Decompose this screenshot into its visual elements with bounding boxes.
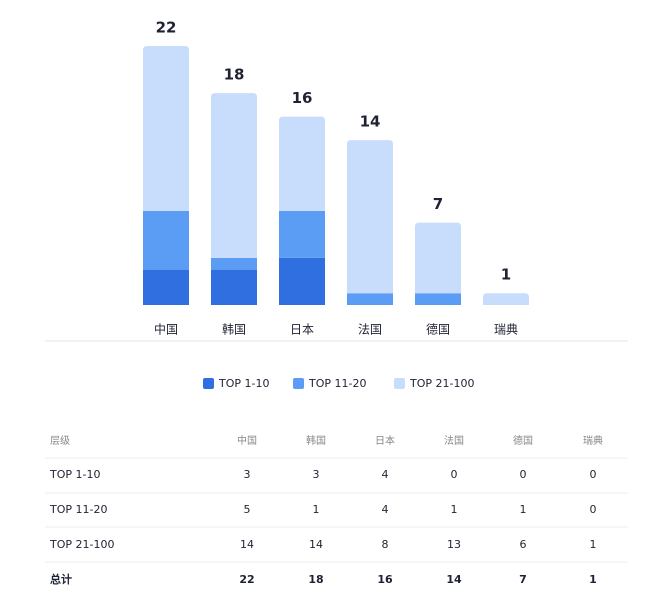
table-total-cell: 总计 — [50, 572, 72, 586]
table-cell: 8 — [382, 538, 389, 551]
bar-total-label: 18 — [224, 66, 245, 84]
table-cell: 0 — [451, 468, 458, 481]
table-total-cell: 1 — [589, 573, 597, 586]
x-tick-label: 法国 — [358, 323, 382, 337]
bar-segment — [279, 116, 325, 211]
table-cell: 3 — [313, 468, 320, 481]
bar-segment — [143, 210, 189, 270]
bar-segment — [211, 93, 257, 258]
bar-segment — [211, 257, 257, 270]
bar-total-label: 14 — [360, 113, 381, 131]
x-tick-label: 韩国 — [222, 322, 246, 337]
bar-segment — [347, 293, 393, 305]
table-cell: 4 — [382, 468, 389, 481]
legend-swatch — [293, 378, 304, 389]
bar-total-label: 22 — [156, 19, 177, 37]
table-cell: 5 — [244, 503, 251, 516]
legend-swatch — [394, 378, 405, 389]
table-cell: 0 — [590, 503, 597, 516]
bar-segment — [279, 210, 325, 258]
x-tick-label: 德国 — [426, 322, 450, 337]
table-total-cell: 7 — [519, 573, 527, 586]
bar-total-label: 7 — [433, 195, 443, 213]
table-cell: 1 — [590, 538, 597, 551]
table-cell: TOP 11-20 — [49, 503, 107, 516]
x-tick-label: 瑞典 — [494, 323, 518, 337]
table-cell: 1 — [313, 503, 320, 516]
bar-segment — [347, 140, 393, 294]
table-cell: 1 — [520, 503, 527, 516]
table-cell: TOP 1-10 — [49, 468, 100, 481]
table-cell: 0 — [520, 468, 527, 481]
bar-segment — [143, 46, 189, 211]
table-total-cell: 14 — [446, 573, 462, 586]
table-cell: 6 — [520, 538, 527, 551]
table-header: 瑞典 — [583, 434, 603, 447]
table-cell: TOP 21-100 — [49, 538, 114, 551]
legend-label: TOP 21-100 — [409, 377, 474, 390]
table-cell: 0 — [590, 468, 597, 481]
table-cell: 14 — [240, 538, 254, 551]
bar-segment — [483, 293, 529, 305]
table-header: 韩国 — [306, 434, 326, 447]
bar-segment — [415, 293, 461, 305]
legend-swatch — [203, 378, 214, 389]
table-header: 德国 — [513, 434, 533, 447]
table-cell: 1 — [451, 503, 458, 516]
bar-segment — [279, 257, 325, 305]
x-tick-label: 中国 — [154, 322, 178, 337]
table-cell: 13 — [447, 538, 461, 551]
bar-segment — [211, 269, 257, 305]
bar-total-label: 1 — [501, 266, 511, 284]
legend-label: TOP 1-10 — [218, 377, 269, 390]
table-cell: 4 — [382, 503, 389, 516]
bar-segment — [143, 269, 189, 305]
table-cell: 3 — [244, 468, 251, 481]
x-tick-label: 日本 — [290, 323, 314, 337]
bar-segment — [415, 222, 461, 294]
table-total-cell: 16 — [377, 573, 393, 586]
table-header: 日本 — [375, 434, 395, 447]
bar-total-label: 16 — [292, 89, 313, 107]
table-header: 法国 — [444, 434, 464, 447]
legend-label: TOP 11-20 — [308, 377, 366, 390]
table-header: 中国 — [237, 434, 257, 447]
table-header: 层级 — [50, 435, 70, 447]
table-cell: 14 — [309, 538, 323, 551]
table-total-cell: 22 — [239, 573, 254, 586]
table-total-cell: 18 — [308, 573, 323, 586]
